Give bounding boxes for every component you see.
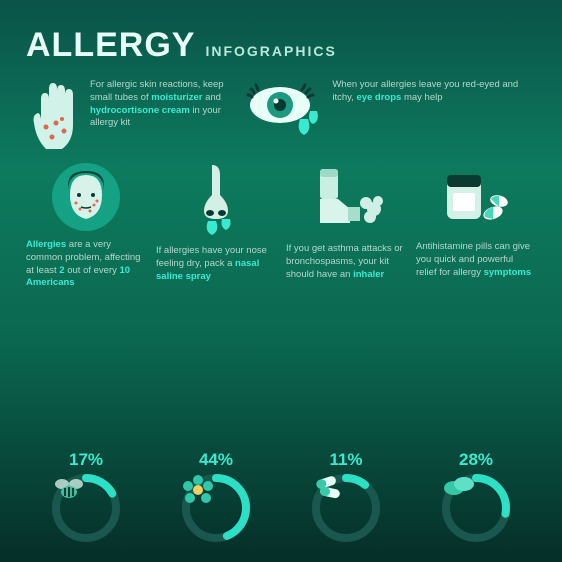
nose-text: If allergies have your nose feeling dry,… [156, 245, 276, 283]
row-top: For allergic skin reactions, keep small … [26, 79, 536, 151]
cell-eye: When your allergies leave you red-eyed a… [244, 79, 536, 151]
bee-icon [52, 474, 120, 542]
pct-flower: 44% [199, 450, 233, 470]
hand-icon [26, 79, 82, 151]
cell-inhaler: If you get asthma attacks or bronchospas… [286, 161, 406, 290]
stats-row: 17% 44% [26, 450, 536, 542]
header: ALLERGY INFOGRAPHICS [26, 26, 536, 65]
infographic-canvas: ALLERGY INFOGRAPHICS For allergic skin r… [0, 0, 562, 562]
stat-food: 28% [416, 450, 536, 542]
nose-icon [184, 161, 248, 239]
flower-icon [182, 474, 250, 542]
inhaler-text: If you get asthma attacks or bronchospas… [286, 243, 406, 281]
cell-face: Allergies are a very common problem, aff… [26, 161, 146, 290]
eye-icon [244, 79, 324, 145]
pct-bee: 17% [69, 450, 103, 470]
cell-hand: For allergic skin reactions, keep small … [26, 79, 234, 151]
stat-flower: 44% [156, 450, 276, 542]
beans-icon [442, 474, 510, 542]
stat-bee: 17% [26, 450, 146, 542]
stat-drugs: 11% [286, 450, 406, 542]
donut-bee [52, 474, 120, 542]
capsules-icon [312, 474, 380, 542]
donut-drugs [312, 474, 380, 542]
face-text: Allergies are a very common problem, aff… [26, 239, 146, 290]
donut-food [442, 474, 510, 542]
pct-food: 28% [459, 450, 493, 470]
title-sub: INFOGRAPHICS [205, 43, 336, 59]
hand-text: For allergic skin reactions, keep small … [90, 79, 234, 130]
eye-text: When your allergies leave you red-eyed a… [332, 79, 536, 105]
title-main: ALLERGY [26, 26, 195, 65]
donut-flower [182, 474, 250, 542]
row-mid: Allergies are a very common problem, aff… [26, 161, 536, 290]
pct-drugs: 11% [329, 450, 362, 470]
inhaler-icon [306, 161, 386, 237]
pills-icon [437, 161, 515, 235]
face-icon [50, 161, 122, 233]
pills-text: Antihistamine pills can give you quick a… [416, 241, 536, 279]
cell-nose: If allergies have your nose feeling dry,… [156, 161, 276, 290]
cell-pills: Antihistamine pills can give you quick a… [416, 161, 536, 290]
